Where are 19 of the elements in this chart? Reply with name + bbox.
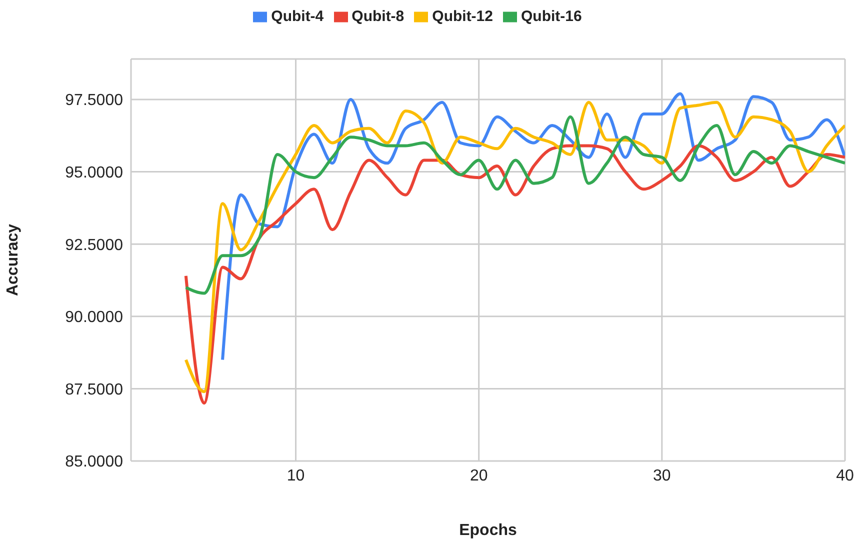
x-tick-label: 30 [653, 467, 671, 484]
x-tick-label: 20 [470, 467, 488, 484]
y-tick-label: 90.0000 [65, 309, 124, 326]
y-tick-label: 97.5000 [65, 92, 124, 110]
legend-label: Qubit-16 [521, 8, 582, 25]
y-tick-label: 95.0000 [65, 164, 124, 182]
legend-label: Qubit-12 [432, 8, 493, 25]
line-series [184, 100, 845, 394]
line-series [184, 115, 845, 295]
y-tick-label: 87.5000 [65, 381, 124, 398]
legend-label: Qubit-4 [271, 8, 324, 25]
legend-label: Qubit-8 [352, 8, 404, 25]
y-axis-title: Accuracy [4, 224, 22, 296]
x-axis-title: Epochs [459, 522, 517, 539]
x-tick-label: 10 [286, 467, 305, 484]
line-series [184, 144, 845, 405]
y-tick-label: 85.0000 [65, 454, 124, 471]
x-tick-label: 40 [836, 467, 854, 484]
y-tick-label: 92.5000 [65, 236, 124, 254]
